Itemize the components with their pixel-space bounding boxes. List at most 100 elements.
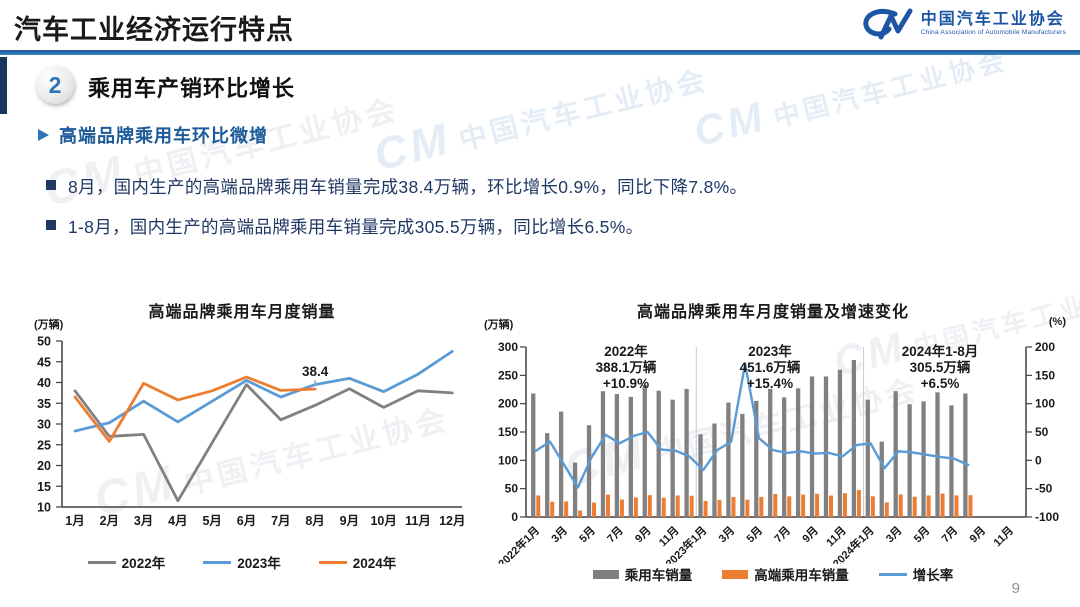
svg-text:451.6万辆: 451.6万辆 xyxy=(740,359,801,375)
svg-text:11月: 11月 xyxy=(656,524,681,549)
legend-item: 增长率 xyxy=(878,564,953,584)
legend-swatch-2024 xyxy=(318,560,347,564)
section-accent-bar xyxy=(0,57,7,114)
bullet-item: 8月，国内生产的高端品牌乘用车销量完成38.4万辆，环比增长0.9%，同比下降7… xyxy=(46,174,1036,199)
svg-text:40: 40 xyxy=(37,376,51,390)
monthly-sales-line-chart: 10 15 20 25 30 35 40 45 50 1月 2月 3月 4月 5月 6月 7月 8月 9月 10月 1… xyxy=(37,335,465,529)
section-title: 乘用车产销环比增长 xyxy=(88,76,296,101)
svg-text:5月: 5月 xyxy=(202,514,221,528)
square-bullet-icon xyxy=(46,180,56,190)
legend-label: 2024年 xyxy=(352,556,397,571)
svg-text:45: 45 xyxy=(37,355,51,369)
svg-text:5月: 5月 xyxy=(911,524,932,545)
section-subtitle: 高端品牌乘用车环比微增 xyxy=(59,126,268,146)
svg-text:35: 35 xyxy=(37,397,51,411)
svg-text:100: 100 xyxy=(498,453,518,467)
svg-text:150: 150 xyxy=(498,425,518,439)
svg-text:250: 250 xyxy=(498,368,518,382)
svg-text:100: 100 xyxy=(1035,397,1055,411)
svg-text:9月: 9月 xyxy=(340,514,359,528)
arrow-bullet-icon xyxy=(38,129,49,141)
svg-text:10月: 10月 xyxy=(370,514,396,528)
bullet-item: 1-8月，国内生产的高端品牌乘用车销量完成305.5万辆，同比增长6.5%。 xyxy=(46,214,1036,239)
legend-swatch-highend-sales xyxy=(722,569,749,579)
caam-org-subtitle: China Association of Automobile Manufact… xyxy=(920,29,1066,37)
svg-text:305.5万辆: 305.5万辆 xyxy=(910,359,971,375)
svg-text:8月: 8月 xyxy=(305,514,324,528)
svg-text:5月: 5月 xyxy=(577,524,598,545)
left-axis-unit-label: (万辆) xyxy=(484,319,514,331)
svg-text:200: 200 xyxy=(498,397,518,411)
page-number: 9 xyxy=(1011,580,1020,597)
svg-text:15: 15 xyxy=(37,480,51,494)
svg-text:9月: 9月 xyxy=(967,524,988,545)
svg-text:0: 0 xyxy=(1035,453,1042,467)
svg-text:3月: 3月 xyxy=(549,524,570,545)
svg-text:3月: 3月 xyxy=(716,524,737,545)
page-title: 汽车工业经济运行特点 xyxy=(14,15,294,45)
svg-text:12月: 12月 xyxy=(439,514,465,528)
svg-text:10: 10 xyxy=(37,501,51,515)
legend-swatch-growth-rate xyxy=(878,572,907,576)
svg-text:7月: 7月 xyxy=(271,514,290,528)
svg-text:7月: 7月 xyxy=(772,524,793,545)
legend-item: 2022年 xyxy=(87,552,166,572)
sales-growth-combo-chart: 0 50 100 150 200 250 300 -100 -50 0 50 100 150 200 202… xyxy=(495,340,1059,564)
svg-text:11月: 11月 xyxy=(405,514,431,528)
svg-text:2月: 2月 xyxy=(100,514,119,528)
svg-text:11月: 11月 xyxy=(824,524,849,549)
svg-text:1月: 1月 xyxy=(65,514,84,528)
svg-text:2022年: 2022年 xyxy=(604,343,648,359)
svg-text:-50: -50 xyxy=(1035,482,1053,496)
svg-text:3月: 3月 xyxy=(134,514,153,528)
svg-text:25: 25 xyxy=(37,438,51,452)
svg-text:300: 300 xyxy=(498,340,518,354)
caam-logo: 中国汽车工业协会 China Association of Automobile… xyxy=(859,6,1066,42)
svg-text:7月: 7月 xyxy=(939,524,960,545)
svg-text:9月: 9月 xyxy=(800,524,821,545)
svg-text:6月: 6月 xyxy=(237,514,256,528)
svg-text:-100: -100 xyxy=(1035,510,1059,524)
legend-swatch-2023 xyxy=(203,560,232,564)
svg-text:200: 200 xyxy=(1035,340,1055,354)
square-bullet-icon xyxy=(46,220,56,230)
legend-label: 高端乘用车销量 xyxy=(754,568,849,583)
left-chart-legend: 2022年 2023年 2024年 xyxy=(12,552,472,572)
title-divider xyxy=(0,50,1080,55)
legend-swatch-2022 xyxy=(87,560,116,564)
legend-item: 2023年 xyxy=(203,552,281,572)
chart-title: 高端品牌乘用车月度销量 xyxy=(148,304,336,321)
svg-text:150: 150 xyxy=(1035,368,1055,382)
svg-text:20: 20 xyxy=(37,459,51,473)
svg-text:50: 50 xyxy=(37,335,51,349)
right-axis-unit-label: (%) xyxy=(1048,316,1066,328)
svg-text:11月: 11月 xyxy=(991,524,1016,549)
svg-text:38.4: 38.4 xyxy=(302,364,329,379)
right-chart-legend: 乘用车销量 高端乘用车销量 增长率 xyxy=(478,564,1068,584)
legend-item: 高端乘用车销量 xyxy=(722,564,849,584)
section-number-badge: 2 xyxy=(36,66,74,104)
svg-text:2022年1月: 2022年1月 xyxy=(495,523,542,564)
chart-title: 高端品牌乘用车月度销量及增速变化 xyxy=(636,304,909,321)
legend-label: 乘用车销量 xyxy=(624,568,693,583)
bullet-text: 8月，国内生产的高端品牌乘用车销量完成38.4万辆，环比增长0.9%，同比下降7… xyxy=(68,177,748,197)
svg-text:2023年: 2023年 xyxy=(748,343,792,359)
bullet-text: 1-8月，国内生产的高端品牌乘用车销量完成305.5万辆，同比增长6.5%。 xyxy=(68,217,644,237)
caam-org-name: 中国汽车工业协会 xyxy=(920,11,1065,29)
svg-text:50: 50 xyxy=(505,482,519,496)
legend-item: 2024年 xyxy=(318,552,397,572)
watermark-text: CM中国汽车工业协会 xyxy=(368,63,712,181)
svg-text:+6.5%: +6.5% xyxy=(921,376,960,391)
y-axis-unit-label: (万辆) xyxy=(34,319,64,331)
svg-text:2024年1-8月: 2024年1-8月 xyxy=(902,343,979,359)
sales-growth-combo-chart-card: 高端品牌乘用车月度销量及增速变化 (万辆) (%) 0 50 100 150 200 25… xyxy=(478,294,1068,600)
legend-label: 2022年 xyxy=(121,556,166,571)
svg-text:388.1万辆: 388.1万辆 xyxy=(596,359,657,375)
svg-text:5月: 5月 xyxy=(744,524,765,545)
svg-text:50: 50 xyxy=(1035,425,1049,439)
legend-swatch-pv-sales xyxy=(592,569,619,579)
legend-item: 乘用车销量 xyxy=(592,564,693,584)
svg-text:+10.9%: +10.9% xyxy=(603,376,649,391)
section-subtitle-row: 高端品牌乘用车环比微增 xyxy=(38,122,268,148)
